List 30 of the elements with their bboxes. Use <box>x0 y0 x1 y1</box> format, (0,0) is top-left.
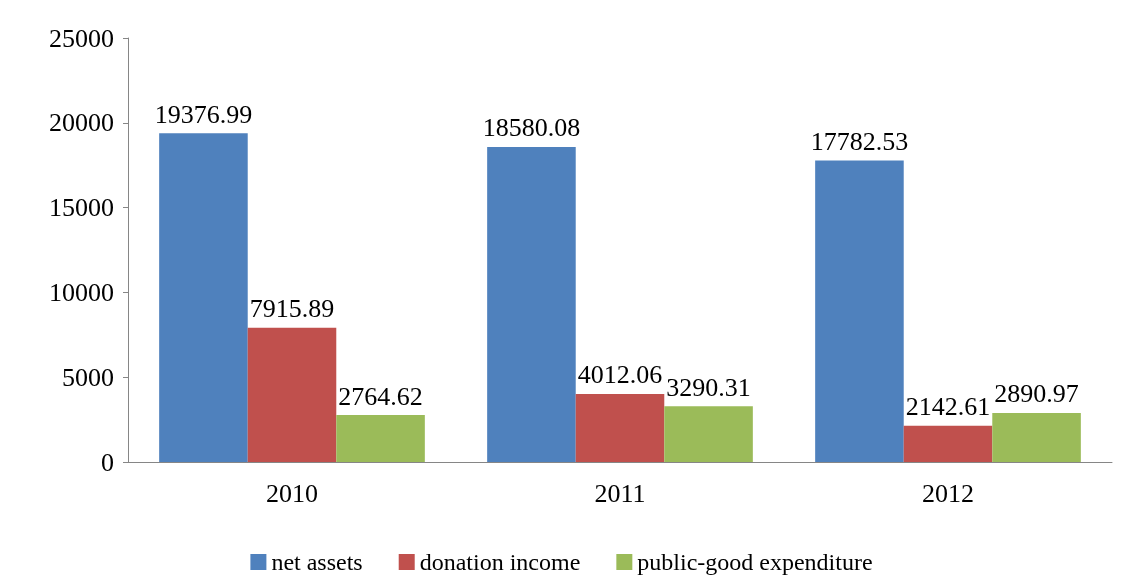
bar <box>575 393 665 462</box>
x-tick-label: 2011 <box>594 478 646 508</box>
y-tick-label: 0 <box>101 447 114 477</box>
legend-label: public-good expenditure <box>637 549 873 575</box>
bar <box>159 133 248 462</box>
bar <box>664 406 753 462</box>
legend-label: net assets <box>271 549 363 575</box>
y-tick-label: 15000 <box>49 193 114 223</box>
data-label: 2764.62 <box>338 381 423 411</box>
bar <box>815 160 904 462</box>
data-label: 17782.53 <box>810 126 909 156</box>
y-tick-label: 10000 <box>49 277 114 307</box>
y-tick-label: 20000 <box>49 108 114 138</box>
y-tick-label: 25000 <box>49 23 114 53</box>
data-label: 7915.89 <box>249 294 335 324</box>
data-label: 2890.97 <box>994 379 1079 409</box>
legend-label: donation income <box>419 549 581 575</box>
bar <box>487 146 576 462</box>
data-label: 2142.61 <box>905 392 991 422</box>
x-tick-label: 2010 <box>266 478 318 508</box>
bar <box>336 415 425 462</box>
data-label: 4012.06 <box>577 360 663 390</box>
bar <box>247 327 337 462</box>
y-tick-label: 5000 <box>62 362 114 392</box>
data-label: 18580.08 <box>482 113 581 143</box>
bar <box>903 425 993 462</box>
data-label: 3290.31 <box>666 372 751 402</box>
bar <box>992 412 1081 462</box>
data-label: 19376.99 <box>154 99 253 129</box>
x-tick-label: 2012 <box>922 478 974 508</box>
